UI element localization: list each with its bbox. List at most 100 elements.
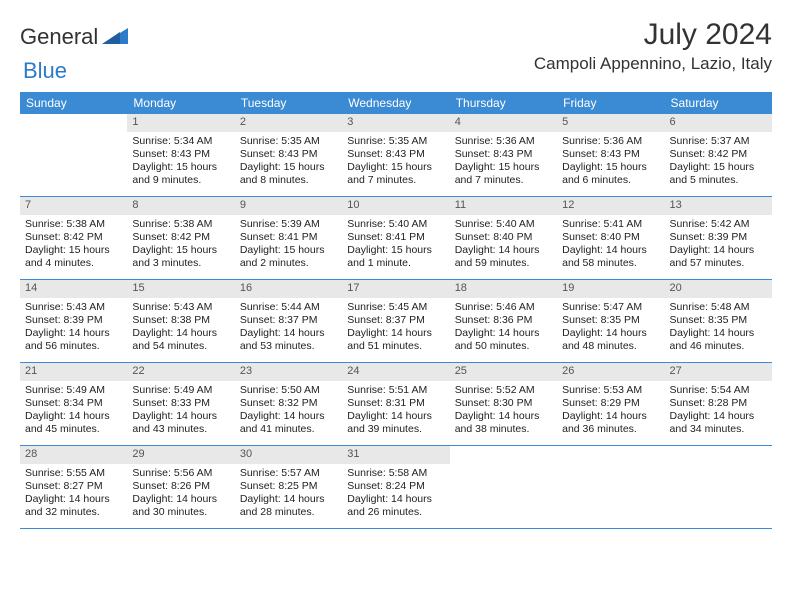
day-cell: 30Sunrise: 5:57 AMSunset: 8:25 PMDayligh… (235, 446, 342, 528)
sunset-text: Sunset: 8:42 PM (132, 231, 229, 244)
day-number: 26 (557, 363, 664, 381)
sunrise-text: Sunrise: 5:35 AM (240, 135, 337, 148)
day-content: Sunrise: 5:36 AMSunset: 8:43 PMDaylight:… (557, 132, 664, 192)
day-number: 15 (127, 280, 234, 298)
sunrise-text: Sunrise: 5:47 AM (562, 301, 659, 314)
sunset-text: Sunset: 8:39 PM (25, 314, 122, 327)
day-content: Sunrise: 5:35 AMSunset: 8:43 PMDaylight:… (342, 132, 449, 192)
day-number: 20 (665, 280, 772, 298)
sunrise-text: Sunrise: 5:50 AM (240, 384, 337, 397)
day-content: Sunrise: 5:55 AMSunset: 8:27 PMDaylight:… (20, 464, 127, 524)
day-content: Sunrise: 5:52 AMSunset: 8:30 PMDaylight:… (450, 381, 557, 441)
logo: General (20, 24, 128, 50)
day-number: 5 (557, 114, 664, 132)
day-content: Sunrise: 5:48 AMSunset: 8:35 PMDaylight:… (665, 298, 772, 358)
weeks-container: 1Sunrise: 5:34 AMSunset: 8:43 PMDaylight… (20, 114, 772, 529)
day-number: 6 (665, 114, 772, 132)
day-number: 29 (127, 446, 234, 464)
daylight-text: Daylight: 15 hours and 6 minutes. (562, 161, 659, 187)
daylight-text: Daylight: 15 hours and 7 minutes. (347, 161, 444, 187)
sunset-text: Sunset: 8:28 PM (670, 397, 767, 410)
day-content: Sunrise: 5:53 AMSunset: 8:29 PMDaylight:… (557, 381, 664, 441)
day-cell: 14Sunrise: 5:43 AMSunset: 8:39 PMDayligh… (20, 280, 127, 362)
weekday-label: Wednesday (342, 92, 449, 114)
sunrise-text: Sunrise: 5:53 AM (562, 384, 659, 397)
day-content: Sunrise: 5:38 AMSunset: 8:42 PMDaylight:… (127, 215, 234, 275)
day-cell: 29Sunrise: 5:56 AMSunset: 8:26 PMDayligh… (127, 446, 234, 528)
day-cell: 12Sunrise: 5:41 AMSunset: 8:40 PMDayligh… (557, 197, 664, 279)
day-number: 1 (127, 114, 234, 132)
sunset-text: Sunset: 8:38 PM (132, 314, 229, 327)
sunrise-text: Sunrise: 5:58 AM (347, 467, 444, 480)
day-content: Sunrise: 5:40 AMSunset: 8:41 PMDaylight:… (342, 215, 449, 275)
daylight-text: Daylight: 14 hours and 51 minutes. (347, 327, 444, 353)
daylight-text: Daylight: 14 hours and 38 minutes. (455, 410, 552, 436)
day-number: 8 (127, 197, 234, 215)
sunset-text: Sunset: 8:33 PM (132, 397, 229, 410)
sunrise-text: Sunrise: 5:36 AM (455, 135, 552, 148)
day-content: Sunrise: 5:37 AMSunset: 8:42 PMDaylight:… (665, 132, 772, 192)
day-number: 24 (342, 363, 449, 381)
day-content: Sunrise: 5:36 AMSunset: 8:43 PMDaylight:… (450, 132, 557, 192)
day-content: Sunrise: 5:41 AMSunset: 8:40 PMDaylight:… (557, 215, 664, 275)
day-number: 21 (20, 363, 127, 381)
day-content: Sunrise: 5:46 AMSunset: 8:36 PMDaylight:… (450, 298, 557, 358)
sunrise-text: Sunrise: 5:40 AM (455, 218, 552, 231)
day-number: 25 (450, 363, 557, 381)
sunrise-text: Sunrise: 5:45 AM (347, 301, 444, 314)
day-content: Sunrise: 5:57 AMSunset: 8:25 PMDaylight:… (235, 464, 342, 524)
daylight-text: Daylight: 15 hours and 3 minutes. (132, 244, 229, 270)
logo-text-blue: Blue (23, 58, 67, 83)
daylight-text: Daylight: 15 hours and 4 minutes. (25, 244, 122, 270)
sunset-text: Sunset: 8:29 PM (562, 397, 659, 410)
day-content: Sunrise: 5:39 AMSunset: 8:41 PMDaylight:… (235, 215, 342, 275)
day-cell: 17Sunrise: 5:45 AMSunset: 8:37 PMDayligh… (342, 280, 449, 362)
day-number: 7 (20, 197, 127, 215)
day-number: 23 (235, 363, 342, 381)
sunrise-text: Sunrise: 5:36 AM (562, 135, 659, 148)
day-cell: 28Sunrise: 5:55 AMSunset: 8:27 PMDayligh… (20, 446, 127, 528)
daylight-text: Daylight: 14 hours and 39 minutes. (347, 410, 444, 436)
daylight-text: Daylight: 14 hours and 41 minutes. (240, 410, 337, 436)
sunset-text: Sunset: 8:40 PM (562, 231, 659, 244)
day-cell: 4Sunrise: 5:36 AMSunset: 8:43 PMDaylight… (450, 114, 557, 196)
sunset-text: Sunset: 8:43 PM (132, 148, 229, 161)
empty-day-cell (557, 446, 664, 528)
day-cell: 23 Sunrise: 5:50 AMSunset: 8:32 PMDayligh… (235, 363, 342, 445)
sunset-text: Sunset: 8:34 PM (25, 397, 122, 410)
day-number: 31 (342, 446, 449, 464)
day-cell: 11Sunrise: 5:40 AMSunset: 8:40 PMDayligh… (450, 197, 557, 279)
day-number: 27 (665, 363, 772, 381)
sunset-text: Sunset: 8:43 PM (240, 148, 337, 161)
sunset-text: Sunset: 8:39 PM (670, 231, 767, 244)
day-cell: 7Sunrise: 5:38 AMSunset: 8:42 PMDaylight… (20, 197, 127, 279)
daylight-text: Daylight: 15 hours and 1 minute. (347, 244, 444, 270)
location-label: Campoli Appennino, Lazio, Italy (534, 54, 772, 74)
day-content: Sunrise: 5:47 AMSunset: 8:35 PMDaylight:… (557, 298, 664, 358)
daylight-text: Daylight: 14 hours and 32 minutes. (25, 493, 122, 519)
day-cell: 25Sunrise: 5:52 AMSunset: 8:30 PMDayligh… (450, 363, 557, 445)
daylight-text: Daylight: 14 hours and 36 minutes. (562, 410, 659, 436)
sunrise-text: Sunrise: 5:35 AM (347, 135, 444, 148)
daylight-text: Daylight: 14 hours and 50 minutes. (455, 327, 552, 353)
daylight-text: Daylight: 14 hours and 56 minutes. (25, 327, 122, 353)
day-number: 17 (342, 280, 449, 298)
day-content: Sunrise: 5:51 AMSunset: 8:31 PMDaylight:… (342, 381, 449, 441)
daylight-text: Daylight: 14 hours and 43 minutes. (132, 410, 229, 436)
sunrise-text: Sunrise: 5:57 AM (240, 467, 337, 480)
daylight-text: Daylight: 14 hours and 54 minutes. (132, 327, 229, 353)
day-number: 2 (235, 114, 342, 132)
calendar: SundayMondayTuesdayWednesdayThursdayFrid… (20, 92, 772, 529)
day-cell: 16Sunrise: 5:44 AMSunset: 8:37 PMDayligh… (235, 280, 342, 362)
sunrise-text: Sunrise: 5:46 AM (455, 301, 552, 314)
day-number: 16 (235, 280, 342, 298)
sunset-text: Sunset: 8:31 PM (347, 397, 444, 410)
day-cell: 3Sunrise: 5:35 AMSunset: 8:43 PMDaylight… (342, 114, 449, 196)
sunset-text: Sunset: 8:26 PM (132, 480, 229, 493)
sunrise-text: Sunrise: 5:42 AM (670, 218, 767, 231)
day-content: Sunrise: 5:49 AMSunset: 8:33 PMDaylight:… (127, 381, 234, 441)
day-content: Sunrise: 5:44 AMSunset: 8:37 PMDaylight:… (235, 298, 342, 358)
sunset-text: Sunset: 8:32 PM (240, 397, 337, 410)
day-content: Sunrise: 5:49 AMSunset: 8:34 PMDaylight:… (20, 381, 127, 441)
weekday-label: Friday (557, 92, 664, 114)
